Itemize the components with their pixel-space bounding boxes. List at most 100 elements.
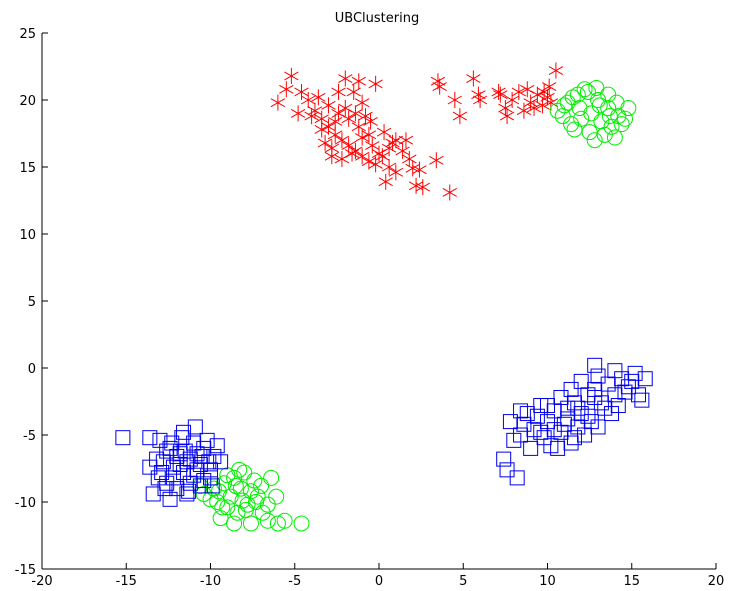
x-tick-label: -20 — [31, 574, 52, 589]
circle-point — [214, 499, 231, 516]
square-point — [172, 456, 188, 472]
asterisk-point — [516, 102, 532, 119]
asterisk-point — [307, 102, 323, 119]
square-point — [142, 459, 158, 475]
square-point — [566, 430, 582, 446]
circle-point — [613, 116, 630, 133]
asterisk-point — [385, 134, 400, 151]
x-tick-label: 10 — [539, 574, 556, 589]
square-point — [181, 483, 197, 499]
circle-point — [229, 504, 246, 521]
series-asterisk — [270, 62, 564, 201]
circle-point — [227, 477, 244, 494]
circle-point — [556, 97, 573, 114]
square-point — [162, 491, 178, 507]
asterisk-point — [301, 92, 316, 108]
circle-point — [209, 494, 226, 510]
asterisk-point — [412, 161, 427, 178]
circle-point — [276, 512, 293, 529]
circle-point — [593, 113, 610, 130]
asterisk-point — [321, 97, 336, 114]
square-point — [563, 381, 579, 397]
x-tick-label: -15 — [116, 574, 137, 589]
series-circle — [192, 79, 637, 532]
y-tick-label: -15 — [15, 563, 36, 578]
asterisk-point — [429, 152, 444, 169]
asterisk-point — [493, 86, 508, 103]
y-tick-label: -10 — [15, 496, 36, 511]
square-point — [145, 486, 161, 502]
asterisk-point — [341, 110, 356, 127]
circle-point — [202, 491, 219, 508]
y-tick-label: 15 — [19, 161, 36, 176]
asterisk-point — [395, 142, 410, 159]
circle-point — [205, 480, 222, 497]
circle-point — [231, 461, 248, 478]
asterisk-point — [338, 70, 353, 87]
square-point — [563, 435, 579, 451]
square-point — [189, 446, 205, 462]
square-point — [607, 387, 623, 403]
asterisk-point — [466, 70, 481, 87]
square-point — [607, 363, 623, 379]
square-point — [509, 470, 525, 486]
circle-point — [576, 81, 593, 98]
square-point — [523, 440, 539, 456]
square-point — [540, 398, 555, 414]
circle-point — [268, 488, 285, 505]
asterisk-point — [452, 108, 468, 125]
square-point — [194, 448, 210, 464]
x-tick-label: -10 — [200, 574, 221, 589]
square-point — [590, 419, 606, 435]
asterisk-point — [542, 78, 557, 95]
square-point — [203, 470, 218, 486]
asterisk-point — [368, 75, 383, 92]
circle-point — [591, 97, 608, 114]
square-point — [529, 408, 545, 424]
asterisk-point — [378, 173, 393, 190]
square-point — [560, 411, 576, 427]
asterisk-point — [472, 92, 488, 108]
square-point — [513, 427, 529, 443]
square-point — [513, 403, 529, 419]
square-point — [546, 422, 562, 438]
asterisk-point — [499, 108, 515, 125]
circle-point — [617, 110, 634, 127]
x-tick-label: -5 — [288, 574, 301, 589]
asterisk-point — [331, 83, 346, 100]
circle-point — [608, 94, 625, 111]
x-tick-label: 15 — [623, 574, 640, 589]
circle-point — [212, 510, 229, 527]
asterisk-point — [471, 86, 486, 103]
square-point — [150, 470, 166, 486]
circle-point — [564, 89, 581, 106]
square-point — [199, 432, 215, 448]
asterisk-point — [398, 132, 414, 149]
asterisk-point — [361, 126, 377, 143]
circle-point — [601, 108, 618, 125]
circle-point — [588, 79, 605, 96]
square-point — [516, 416, 532, 432]
square-point — [587, 357, 603, 373]
asterisk-point — [351, 118, 366, 135]
asterisk-point — [523, 94, 538, 111]
asterisk-point — [520, 81, 535, 98]
square-point — [580, 408, 596, 424]
y-tick-label: -5 — [23, 429, 36, 444]
x-tick-label: 20 — [708, 574, 725, 589]
asterisk-point — [491, 83, 506, 100]
square-point — [204, 478, 220, 494]
circle-point — [293, 515, 310, 532]
circle-point — [554, 108, 571, 125]
square-point — [627, 365, 643, 381]
circle-point — [606, 129, 623, 146]
circle-point — [232, 480, 249, 497]
square-point — [637, 371, 653, 387]
asterisk-point — [498, 100, 513, 117]
asterisk-point — [447, 92, 463, 108]
y-tick-label: 0 — [28, 362, 36, 377]
circle-point — [600, 100, 617, 117]
asterisk-point — [540, 89, 555, 106]
